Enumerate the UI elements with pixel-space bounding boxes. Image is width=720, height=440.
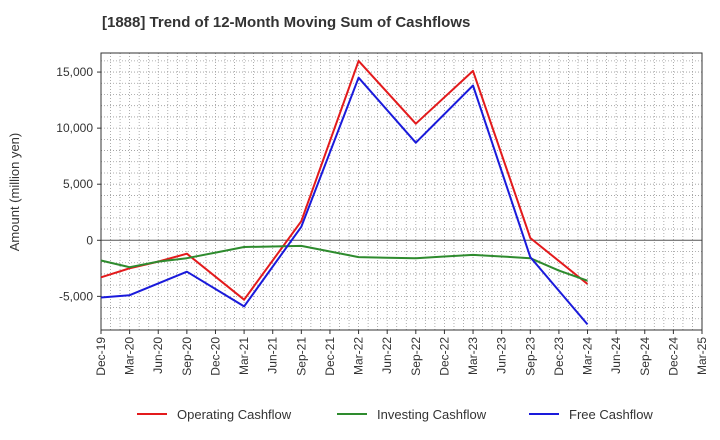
series-line-free-cashflow [100,76,589,326]
x-tick-label: Mar-20 [123,337,137,375]
x-tick-label: Mar-21 [237,337,251,375]
x-tick-label: Sep-21 [294,337,308,376]
x-tick-label: Jun-24 [609,337,623,374]
x-tick-label: Jun-22 [380,337,394,374]
x-tick-label: Sep-23 [523,337,537,376]
x-tick-label: Jun-21 [266,337,280,374]
series-line-investing-cashflow [100,244,588,282]
x-tick-label: Dec-22 [437,337,451,376]
legend-label: Free Cashflow [569,407,653,422]
legend-label: Investing Cashflow [377,407,487,422]
y-tick-label: 0 [86,233,93,247]
x-tick-label: Sep-20 [180,337,194,376]
x-tick-label: Mar-24 [581,337,595,375]
chart-title: [1888] Trend of 12-Month Moving Sum of C… [102,14,471,31]
y-tick-label: -5,000 [59,289,93,303]
y-axis-label: Amount (million yen) [7,133,22,252]
y-tick-label: 15,000 [56,65,93,79]
x-tick-label: Sep-24 [638,337,652,376]
x-tick-label: Mar-25 [695,337,709,375]
y-tick-label: 5,000 [63,177,93,191]
x-tick-label: Dec-21 [323,337,337,376]
plot-area [101,53,702,330]
x-tick-label: Dec-24 [666,337,680,376]
x-tick-label: Jun-20 [151,337,165,374]
x-tick-label: Mar-22 [352,337,366,375]
x-tick-label: Mar-23 [466,337,480,375]
x-tick-label: Dec-20 [208,337,222,376]
y-tick-label: 10,000 [56,121,93,135]
x-tick-label: Dec-23 [552,337,566,376]
grid [101,53,702,331]
x-tick-label: Jun-23 [495,337,509,374]
x-tick-label: Sep-22 [409,337,423,376]
legend-label: Operating Cashflow [177,407,292,422]
plot-frame [100,52,703,331]
x-tick-label: Dec-19 [94,337,108,376]
